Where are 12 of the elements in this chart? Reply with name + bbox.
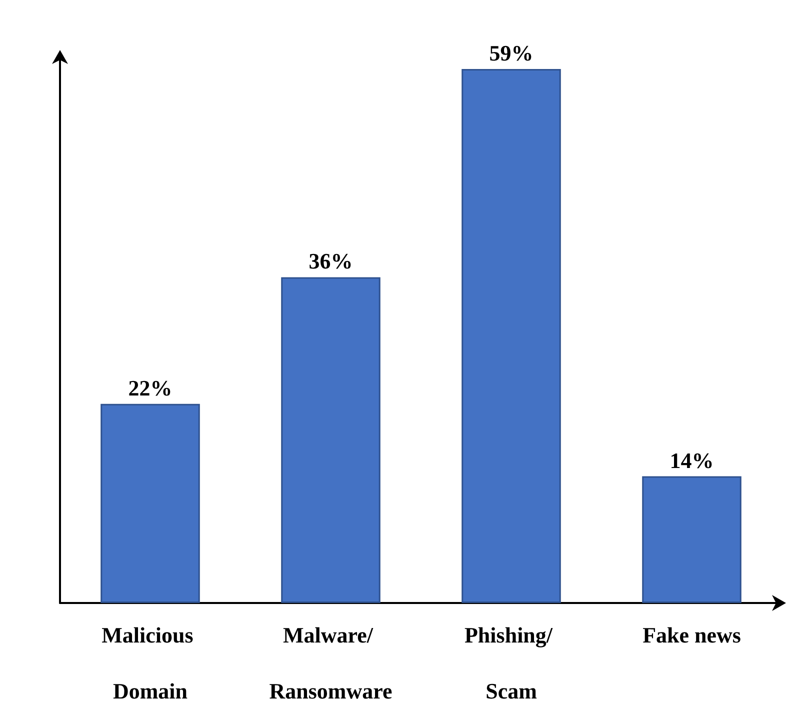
bar (642, 476, 742, 603)
bar (281, 277, 380, 603)
bar (100, 404, 200, 603)
data-label: 36% (308, 248, 353, 274)
category-label: Phishing/ Scam (464, 622, 553, 704)
category-label: Malware/ Ransomware (269, 622, 392, 704)
category-label: Malicious Domain (102, 622, 194, 704)
data-label: 59% (489, 40, 534, 66)
data-label: 14% (670, 448, 714, 473)
bar (462, 69, 561, 603)
x-tick-label: Fake news (642, 622, 742, 648)
data-label: 22% (128, 375, 172, 400)
